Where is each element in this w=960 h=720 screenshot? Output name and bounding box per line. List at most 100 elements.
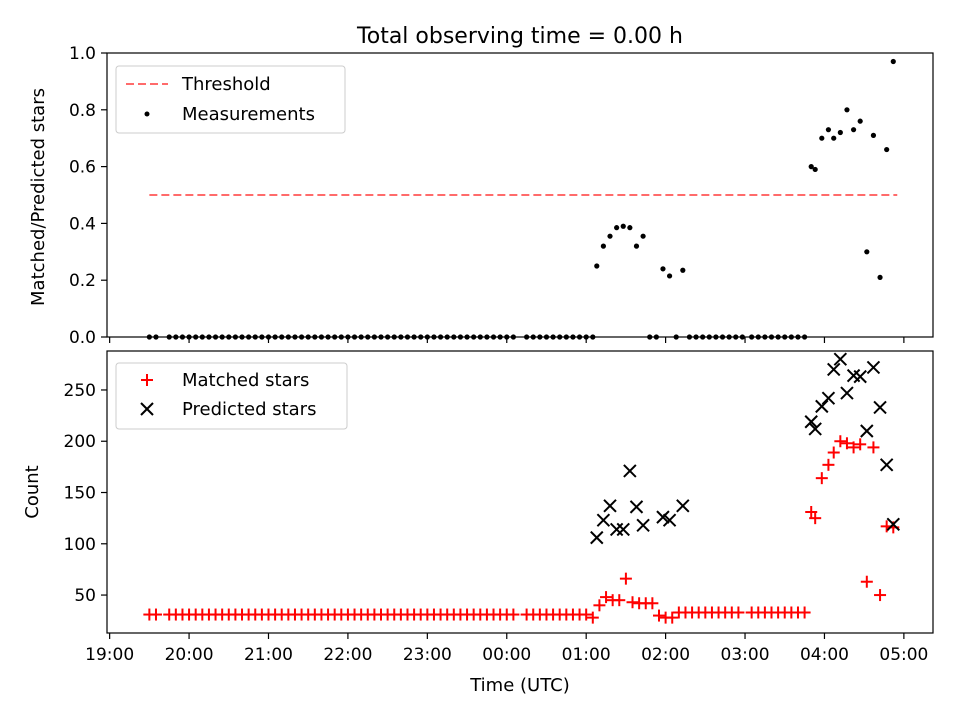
- measurement-point: [550, 334, 556, 340]
- measurement-point: [877, 274, 883, 280]
- matched-star-point: [613, 594, 626, 607]
- matched-star-point: [586, 611, 599, 624]
- measurement-point: [279, 334, 285, 340]
- measurement-point: [186, 334, 192, 340]
- predicted-star-point: [808, 422, 822, 436]
- predicted-star-point: [879, 458, 894, 472]
- measurement-point: [332, 334, 338, 340]
- x-tick-label: 03:00: [721, 645, 770, 665]
- matched-star-point: [834, 435, 847, 448]
- measurement-point: [497, 334, 503, 340]
- y-tick-label: 0.8: [69, 101, 96, 121]
- predicted-star-point: [603, 499, 617, 513]
- measurement-point: [775, 334, 781, 340]
- matched-star-point: [854, 438, 867, 451]
- measurement-point: [627, 225, 633, 231]
- measurement-point: [530, 334, 536, 340]
- matched-star-point: [646, 597, 659, 610]
- measurement-point: [755, 334, 761, 340]
- x-tick-label: 01:00: [562, 645, 611, 665]
- predicted-star-point: [833, 352, 848, 366]
- measurement-point: [146, 334, 152, 340]
- measurement-point: [850, 127, 857, 133]
- measurement-point: [391, 334, 397, 340]
- predicted-star-point: [676, 499, 690, 513]
- measurement-point: [206, 334, 212, 340]
- measurement-point: [252, 334, 258, 340]
- predicted-star-point: [821, 391, 836, 405]
- measurement-point: [457, 334, 464, 340]
- measurement-point: [884, 146, 890, 153]
- measurement-point: [563, 334, 569, 340]
- measurement-point: [477, 334, 483, 340]
- legend-measurements-label: Measurements: [182, 104, 315, 125]
- measurement-points: [146, 58, 896, 340]
- matched-star-point: [809, 512, 822, 525]
- measurement-point: [338, 334, 344, 340]
- y-tick-label: 0.0: [69, 328, 96, 348]
- measurement-point: [543, 334, 550, 340]
- top-legend: Threshold Measurements: [115, 65, 346, 134]
- matched-star-point: [593, 599, 606, 612]
- predicted-star-point: [860, 424, 874, 438]
- measurement-point: [385, 334, 391, 340]
- x-tick-label: 23:00: [403, 645, 452, 665]
- measurement-point: [788, 334, 794, 340]
- measurement-point: [179, 334, 186, 340]
- measurement-point: [173, 334, 179, 340]
- measurement-point: [693, 334, 699, 340]
- measurement-point: [739, 334, 745, 340]
- matched-star-point: [600, 591, 613, 604]
- legend-predicted-label: Predicted stars: [182, 399, 316, 420]
- measurement-point: [890, 58, 896, 65]
- matched-star-point: [815, 472, 828, 485]
- measurement-point: [484, 334, 490, 340]
- x-tick-label: 00:00: [482, 645, 531, 665]
- matched-star-point: [798, 606, 811, 619]
- matched-star-point: [507, 608, 520, 621]
- predicted-star-point: [629, 500, 644, 514]
- measurement-point: [768, 334, 775, 340]
- x-tick-label: 20:00: [165, 645, 214, 665]
- measurement-point: [259, 334, 265, 340]
- predicted-star-point: [662, 513, 677, 527]
- measurement-point: [857, 118, 863, 124]
- measurement-point: [733, 334, 739, 340]
- legend-predicted-swatch: [140, 402, 154, 416]
- measurement-point: [633, 243, 640, 249]
- matched-star-point: [732, 606, 745, 619]
- measurement-point: [719, 334, 726, 340]
- measurement-point: [700, 334, 706, 340]
- measurement-point: [318, 334, 325, 340]
- measurement-point: [451, 334, 457, 340]
- matched-star-point: [840, 437, 853, 450]
- x-tick-label: 22:00: [323, 645, 372, 665]
- matched-star-point: [827, 446, 840, 459]
- predicted-star-point: [596, 513, 611, 527]
- predicted-star-point: [804, 415, 818, 429]
- measurement-point: [464, 334, 470, 340]
- y-tick-label: 150: [64, 484, 96, 504]
- legend-measurements-swatch: [144, 111, 150, 117]
- measurement-point: [437, 334, 444, 340]
- measurement-point: [166, 334, 172, 340]
- measurement-point: [762, 334, 768, 340]
- y-tick-label: 0.2: [69, 271, 96, 291]
- predicted-star-point: [840, 386, 854, 400]
- predicted-star-point: [866, 360, 881, 375]
- x-tick-label: 05:00: [879, 645, 928, 665]
- matched-star-point: [847, 441, 860, 454]
- measurement-point: [411, 334, 417, 340]
- measurement-point: [647, 334, 653, 340]
- measurement-point: [345, 334, 351, 340]
- measurement-point: [305, 334, 311, 340]
- measurement-point: [831, 135, 837, 141]
- measurement-point: [673, 334, 679, 340]
- measurement-point: [153, 334, 159, 340]
- measurement-point: [312, 334, 318, 340]
- measurement-point: [444, 334, 450, 340]
- measurement-point: [199, 334, 205, 340]
- predicted-star-point: [636, 518, 650, 533]
- measurement-point: [504, 334, 510, 340]
